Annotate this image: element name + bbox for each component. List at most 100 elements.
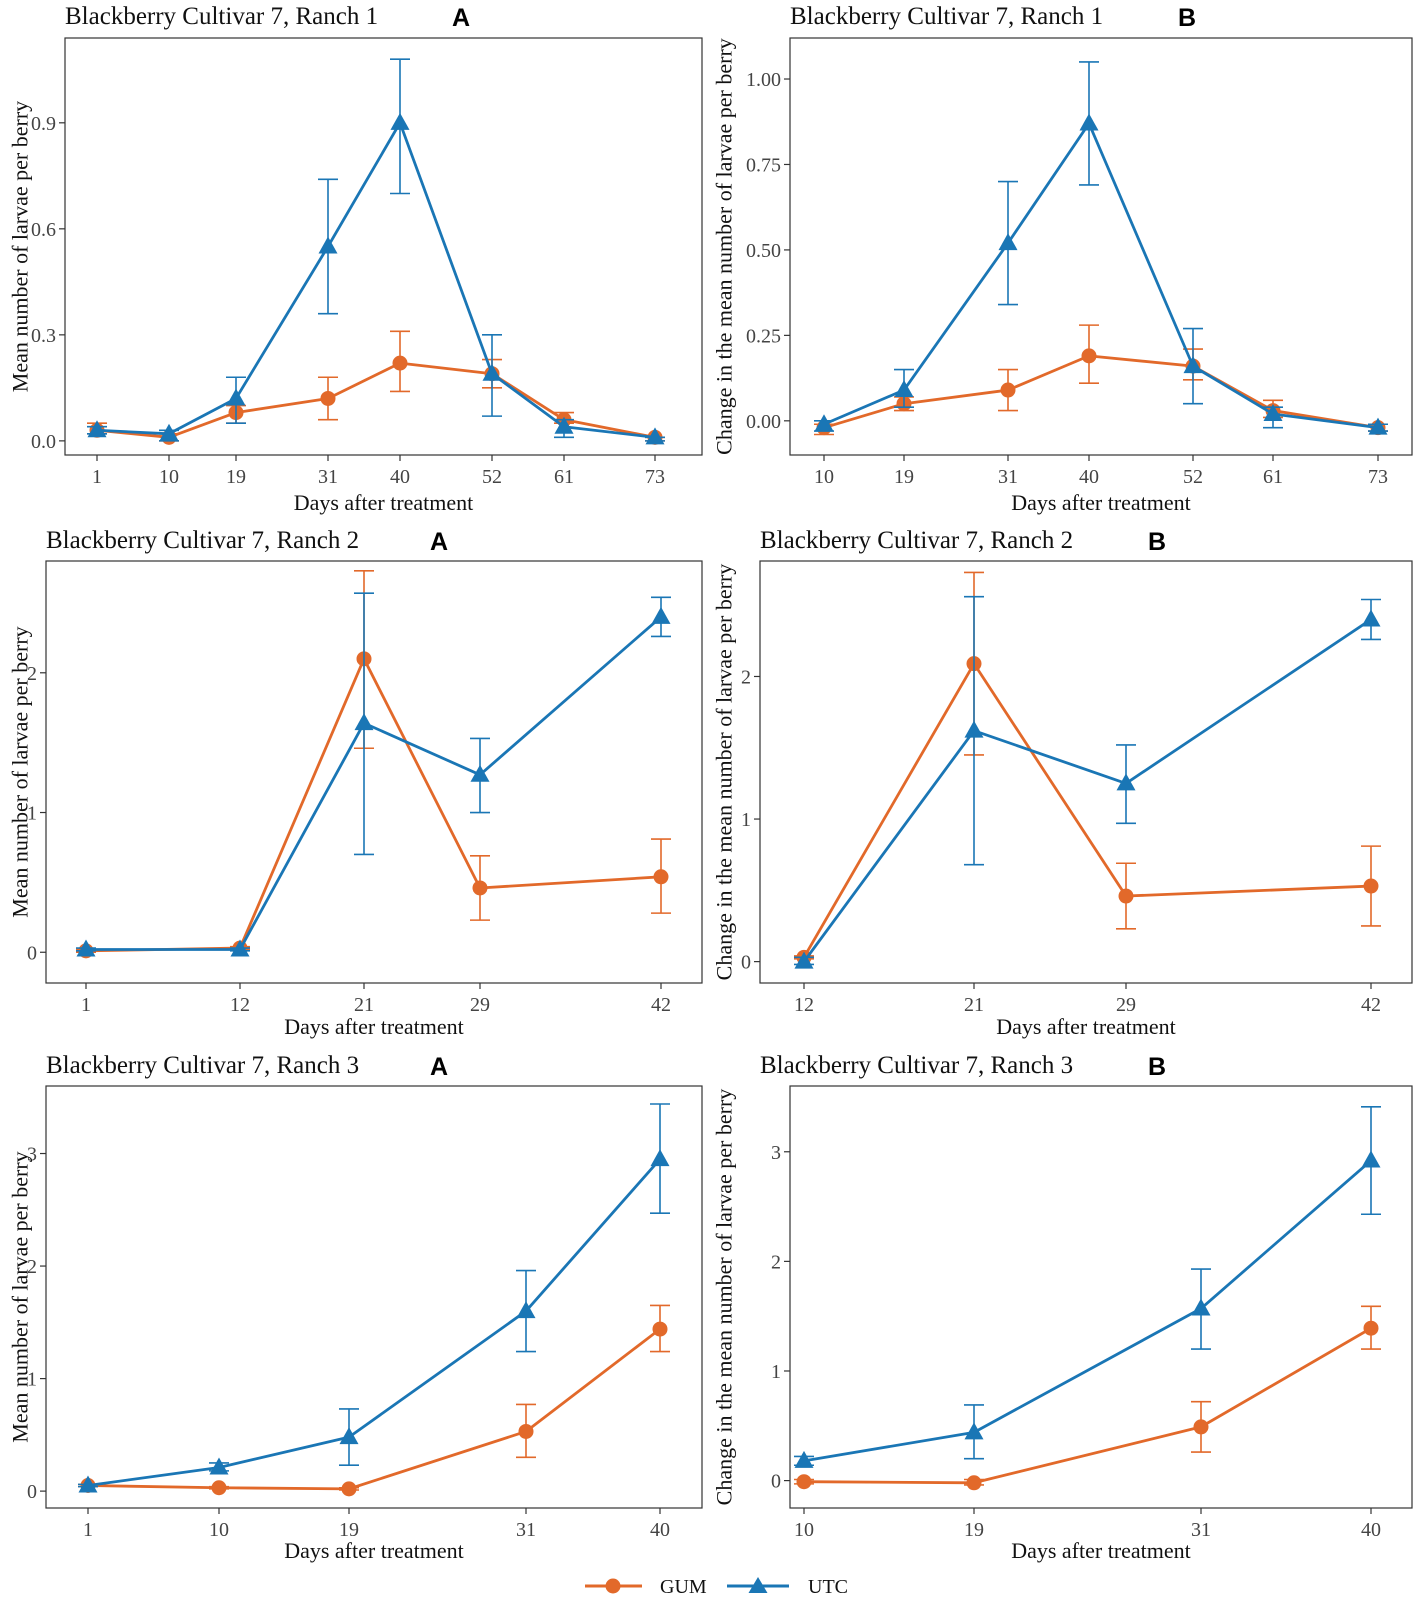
x-tick-label: 12 <box>230 994 250 1016</box>
y-tick-label: 0 <box>771 1471 781 1493</box>
x-tick-label: 1 <box>81 994 91 1016</box>
x-tick-label: 40 <box>390 466 410 488</box>
y-axis-label: Mean number of larvae per berry <box>8 101 33 392</box>
series-gum <box>76 569 671 959</box>
x-axis-label: Days after treatment <box>1011 490 1191 515</box>
chart-title: Blackberry Cultivar 7, Ranch 2 <box>760 527 1073 554</box>
x-tick-label: 21 <box>964 994 984 1016</box>
y-tick-label: 3 <box>771 1142 781 1164</box>
x-tick-label: 29 <box>1116 994 1136 1016</box>
y-tick-label: 0.3 <box>31 325 56 347</box>
series-utc <box>794 1106 1381 1468</box>
panel-letter: A <box>430 1053 448 1081</box>
data-point-utc <box>354 713 374 731</box>
x-tick-label: 31 <box>1191 1519 1211 1541</box>
data-point-gum <box>341 1481 357 1497</box>
y-tick-label: 0.6 <box>31 219 56 241</box>
data-point-utc <box>1361 1150 1381 1168</box>
data-point-utc <box>794 1450 814 1468</box>
x-axis-label: Days after treatment <box>1011 1538 1191 1563</box>
data-point-utc <box>470 764 490 782</box>
data-point-utc <box>76 939 96 957</box>
data-point-gum <box>392 355 408 371</box>
y-axis-label: Mean number of larvae per berry <box>8 1151 33 1442</box>
x-axis-label: Days after treatment <box>996 1014 1176 1039</box>
x-tick-label: 1 <box>92 466 102 488</box>
series-line-gum <box>96 361 656 439</box>
data-point-utc <box>814 414 834 432</box>
x-tick-label: 42 <box>1361 994 1381 1016</box>
data-point-utc <box>650 1149 670 1167</box>
data-point-utc <box>516 1301 536 1319</box>
data-point-gum <box>796 1474 812 1490</box>
x-tick-label: 42 <box>651 994 671 1016</box>
data-point-gum <box>653 869 669 885</box>
legend-utc-label: UTC <box>808 1576 848 1597</box>
x-tick-label: 73 <box>645 466 665 488</box>
data-point-utc <box>794 951 814 969</box>
chart-title: Blackberry Cultivar 7, Ranch 3 <box>760 1052 1073 1079</box>
x-tick-label: 40 <box>1361 1519 1381 1541</box>
y-axis-label: Change in the mean number of larvae per … <box>712 38 737 455</box>
x-tick-label: 31 <box>998 466 1018 488</box>
x-tick-label: 21 <box>354 994 374 1016</box>
y-tick-label: 1 <box>27 1369 37 1391</box>
series-utc <box>814 61 1388 435</box>
chart-title: Blackberry Cultivar 7, Ranch 3 <box>46 1052 359 1079</box>
y-tick-label: 0.0 <box>31 431 56 453</box>
y-tick-label: 2 <box>27 663 37 685</box>
x-tick-label: 10 <box>794 1519 814 1541</box>
x-tick-label: 73 <box>1368 466 1388 488</box>
panel-letter: A <box>430 528 448 556</box>
data-point-utc <box>998 233 1018 251</box>
y-tick-label: 2 <box>771 1251 781 1273</box>
data-point-utc <box>1263 403 1283 421</box>
x-tick-label: 19 <box>226 466 246 488</box>
x-tick-label: 52 <box>1183 466 1203 488</box>
data-point-gum <box>320 390 336 406</box>
y-tick-label: 0.9 <box>31 113 56 135</box>
plot-frame <box>789 1085 1413 1509</box>
series-utc <box>794 595 1381 969</box>
data-point-gum <box>1081 348 1097 364</box>
series-line-utc <box>96 121 656 439</box>
series-line-utc <box>823 122 1379 430</box>
chart-panel-2: Blackberry Cultivar 7, Ranch 1 B 0.00 0.25 0… <box>712 3 1413 515</box>
x-tick-label: 10 <box>814 466 834 488</box>
x-tick-label: 29 <box>470 994 490 1016</box>
legend: GUM UTC <box>585 1576 848 1597</box>
y-axis-label: Change in the mean number of larvae per … <box>712 564 737 981</box>
data-point-utc <box>1361 609 1381 627</box>
y-tick-label: 0.00 <box>746 411 781 433</box>
series-utc <box>78 1103 670 1493</box>
plot-frame <box>45 560 703 984</box>
series-line-utc <box>802 618 1372 963</box>
panel-letter: B <box>1148 528 1166 556</box>
series-gum <box>794 1305 1381 1491</box>
data-point-gum <box>1363 878 1379 894</box>
y-tick-label: 2 <box>27 1256 37 1278</box>
data-point-utc <box>390 112 410 130</box>
series-line-utc <box>86 615 662 951</box>
data-point-gum <box>518 1423 534 1439</box>
legend-gum-marker <box>605 1578 621 1594</box>
data-point-utc <box>1183 356 1203 374</box>
chart-panel-6: Blackberry Cultivar 7, Ranch 3 B 0 1 2 3 10 19 3… <box>712 1052 1413 1563</box>
chart-panel-1: Blackberry Cultivar 7, Ranch 1 A 0.0 0.3 0.6… <box>8 3 703 515</box>
x-tick-label: 10 <box>159 466 179 488</box>
data-point-gum <box>472 880 488 896</box>
series-line-gum <box>803 1327 1372 1485</box>
legend-gum-label: GUM <box>660 1576 707 1597</box>
y-tick-label: 1 <box>771 1361 781 1383</box>
data-point-utc <box>964 1422 984 1440</box>
x-tick-label: 40 <box>1079 466 1099 488</box>
data-point-utc <box>230 939 250 957</box>
data-point-gum <box>211 1480 227 1496</box>
series-line-gum <box>85 657 662 953</box>
legend-utc-marker <box>748 1577 768 1593</box>
data-point-utc <box>651 606 671 624</box>
plot-frame <box>45 1085 703 1509</box>
y-axis-label: Change in the mean number of larvae per … <box>712 1089 737 1506</box>
